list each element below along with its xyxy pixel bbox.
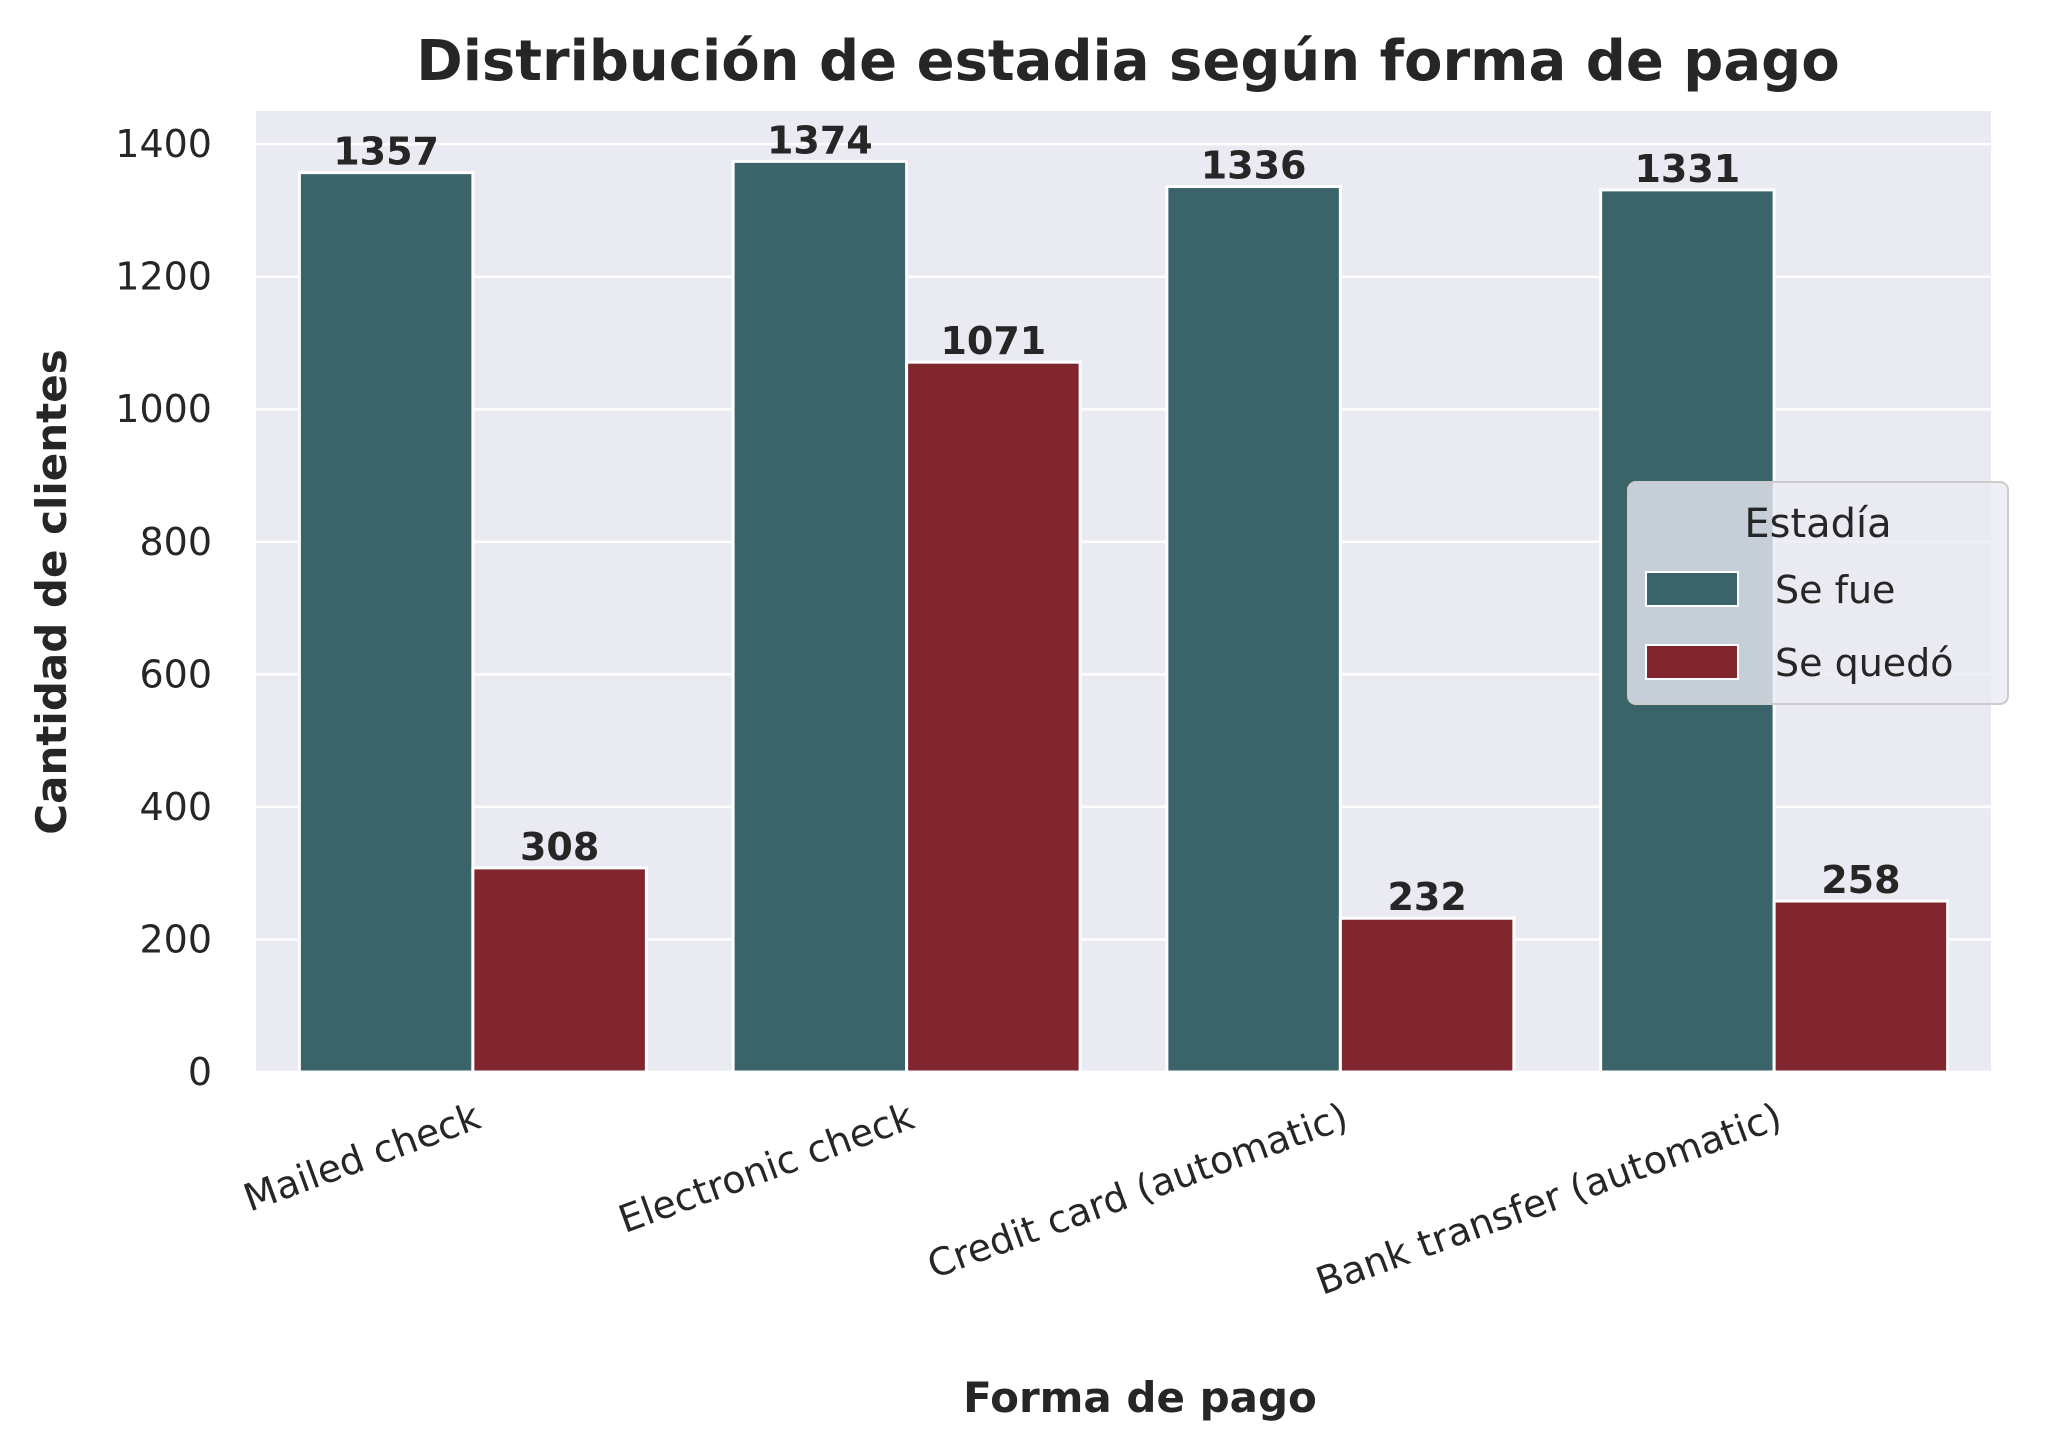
bar-bank-transfer-automatic-se-quedo xyxy=(1772,899,1950,1074)
chart-title: Distribución de estadia según forma de p… xyxy=(416,29,1840,94)
x-tick-label-electronic-check: Electronic check xyxy=(613,1094,920,1242)
y-tick-label: 1400 xyxy=(115,122,212,166)
bar-mailed-check-se-quedo xyxy=(471,866,648,1074)
bar-mailed-check-se-fue xyxy=(297,171,475,1074)
x-tick-labels: Mailed check Electronic check Credit card … xyxy=(238,1094,1787,1303)
legend: Estadía Se fue Se quedó xyxy=(1627,481,2009,705)
legend-label-se-quedo: Se quedó xyxy=(1775,641,1954,685)
legend-label-se-fue: Se fue xyxy=(1775,568,1895,612)
x-tick-label-bank-transfer-automatic: Bank transfer (automatic) xyxy=(1310,1094,1787,1303)
bars xyxy=(297,159,1950,1074)
bar-label-electronic-check-se-fue: 1374 xyxy=(767,118,873,162)
y-tick-label: 1200 xyxy=(115,255,212,299)
x-tick-label-mailed-check: Mailed check xyxy=(238,1094,486,1220)
y-tick-label: 400 xyxy=(139,785,212,829)
bar-label-electronic-check-se-quedo: 1071 xyxy=(940,319,1046,363)
legend-swatch-se-quedo xyxy=(1645,644,1739,680)
y-tick-label: 1000 xyxy=(115,387,212,431)
y-tick-label: 800 xyxy=(139,520,212,564)
x-axis-label: Forma de pago xyxy=(963,1373,1317,1422)
legend-title: Estadía xyxy=(1744,501,1891,547)
y-tick-label: 0 xyxy=(188,1050,212,1094)
bar-label-credit-card-automatic-se-fue: 1336 xyxy=(1201,144,1307,188)
bar-credit-card-automatic-se-fue xyxy=(1165,185,1342,1074)
y-tick-label: 600 xyxy=(139,652,212,696)
bar-label-bank-transfer-automatic-se-fue: 1331 xyxy=(1634,147,1740,191)
bar-credit-card-automatic-se-quedo xyxy=(1338,916,1516,1074)
y-tick-label: 200 xyxy=(139,917,212,961)
bar-label-mailed-check-se-quedo: 308 xyxy=(520,825,599,869)
legend-swatch-se-fue xyxy=(1645,571,1739,607)
y-tick-labels: 0 200 400 600 800 1000 1200 1400 xyxy=(115,122,212,1094)
bar-electronic-check-se-quedo xyxy=(905,360,1082,1074)
bar-label-mailed-check-se-fue: 1357 xyxy=(333,130,439,174)
bar-labels: 1357 308 1374 1071 1336 232 1331 258 xyxy=(333,118,1900,919)
bar-label-credit-card-automatic-se-quedo: 232 xyxy=(1387,875,1466,919)
x-tick-label-credit-card-automatic: Credit card (automatic) xyxy=(922,1094,1354,1287)
bar-label-bank-transfer-automatic-se-quedo: 258 xyxy=(1821,858,1900,902)
bar-electronic-check-se-fue xyxy=(731,159,909,1074)
y-axis-label: Cantidad de clientes xyxy=(27,349,76,834)
